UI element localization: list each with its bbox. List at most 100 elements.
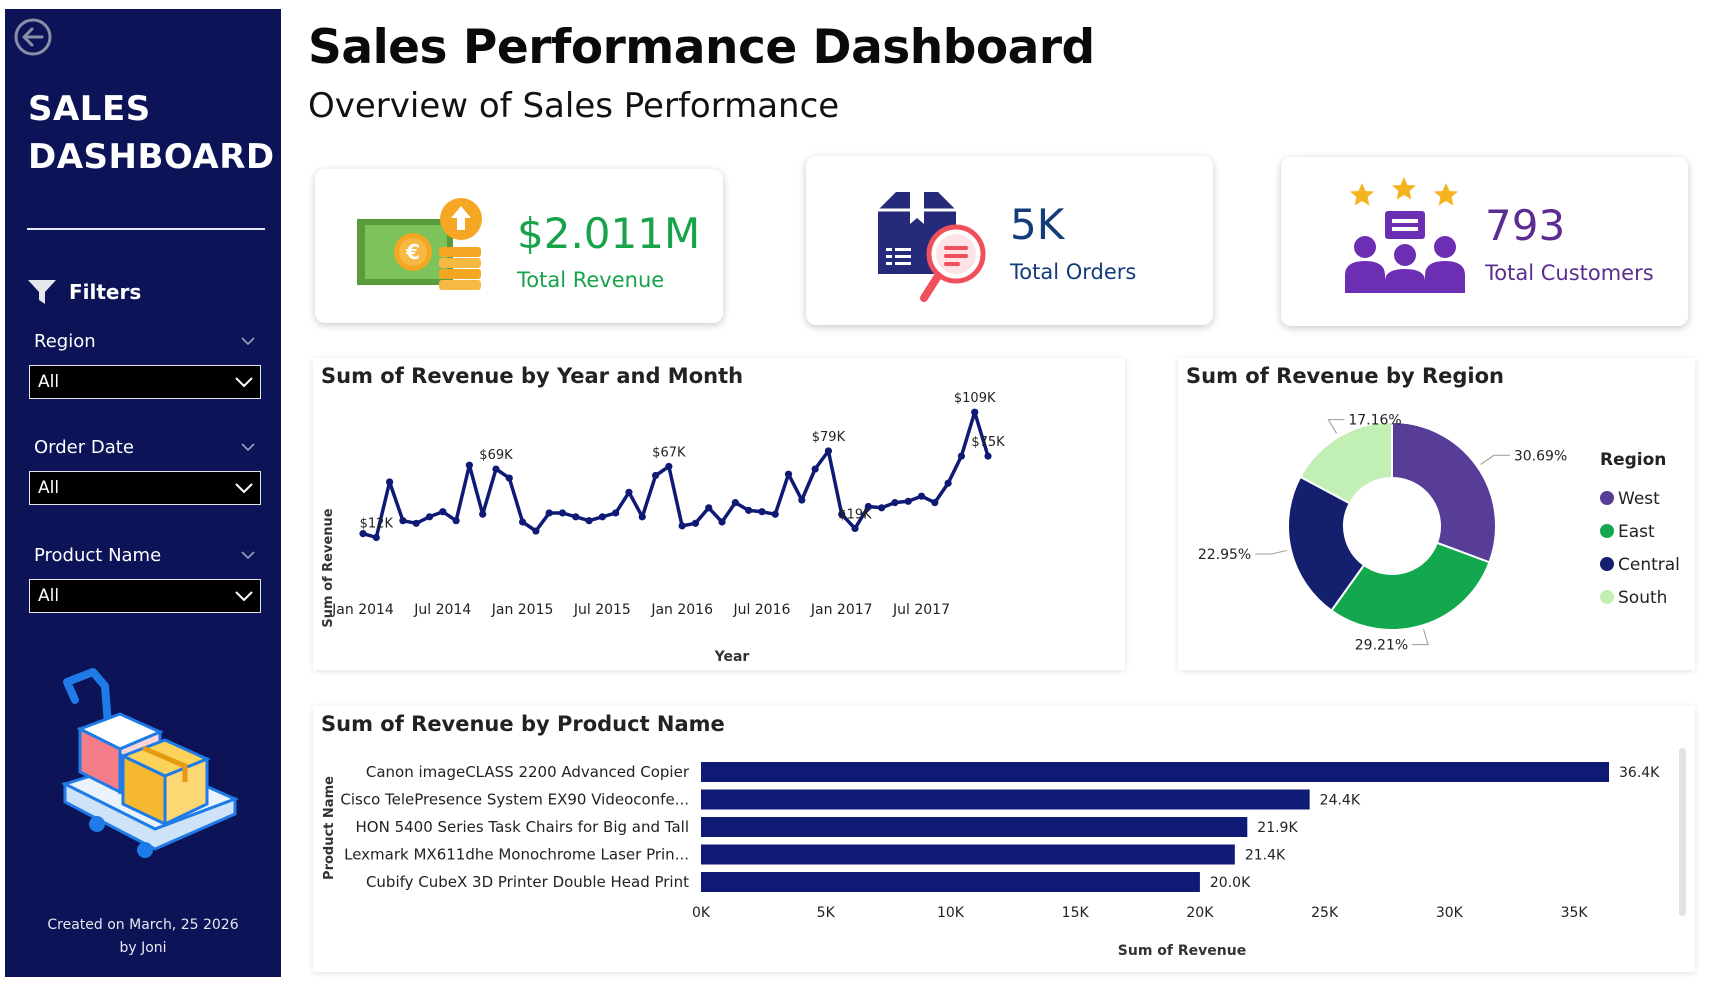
- order-date-dropdown[interactable]: All: [29, 471, 261, 505]
- back-arrow-icon[interactable]: [13, 17, 53, 57]
- line-x-tick: Jan 2014: [331, 602, 394, 618]
- donut-slice-west[interactable]: [1391, 420, 1497, 564]
- chevron-down-icon[interactable]: [239, 438, 257, 456]
- bar-x-tick: 20K: [1186, 905, 1214, 921]
- legend-item-east[interactable]: East: [1618, 522, 1655, 542]
- donut-slice-south[interactable]: [1299, 420, 1393, 505]
- line-data-label: $75K: [971, 435, 1005, 450]
- line-point: [465, 461, 473, 469]
- line-point: [971, 408, 979, 416]
- line-point: [931, 499, 939, 507]
- line-point: [691, 519, 700, 527]
- legend-item-central[interactable]: Central: [1618, 555, 1680, 575]
- order-date-dropdown-value: All: [38, 478, 60, 498]
- sidebar-divider: [27, 228, 265, 230]
- line-point: [784, 470, 793, 478]
- bar-category-label: Lexmark MX611dhe Monochrome Laser Prin..…: [344, 846, 689, 864]
- line-x-tick: Jan 2015: [491, 602, 554, 618]
- total-orders-caption: Total Orders: [1010, 260, 1137, 284]
- bar-x-tick: 35K: [1561, 905, 1589, 921]
- donut-slice-east[interactable]: [1330, 541, 1491, 631]
- product-bar[interactable]: [701, 762, 1609, 782]
- chevron-down-icon: [235, 483, 253, 494]
- line-data-label: $79K: [812, 430, 846, 445]
- package-search-icon: [878, 192, 986, 302]
- bar-x-tick: 10K: [937, 905, 965, 921]
- donut-data-label: 29.21%: [1355, 638, 1408, 654]
- bar-value-label: 36.4K: [1619, 765, 1660, 781]
- line-point: [505, 474, 513, 482]
- total-customers-value: 793: [1485, 201, 1566, 250]
- line-point: [425, 513, 434, 521]
- bar-value-label: 21.9K: [1257, 820, 1298, 836]
- bar-x-tick: 5K: [817, 905, 836, 921]
- line-point: [385, 478, 394, 486]
- chevron-down-icon: [235, 377, 253, 388]
- line-point: [665, 462, 673, 471]
- filter-product-name-label: Product Name: [34, 544, 162, 566]
- filter-order-date-label: Order Date: [34, 436, 134, 458]
- chevron-down-icon[interactable]: [239, 546, 257, 564]
- revenue-by-region-chart[interactable]: Region 30.69% 29.21% 22.95% 17.16% West East C…: [1178, 358, 1695, 670]
- bar-category-label: Cubify CubeX 3D Printer Double Head Prin…: [366, 873, 689, 891]
- line-point: [359, 530, 367, 538]
- line-point: [838, 510, 846, 518]
- created-date: Created on March, 25 2026: [47, 917, 239, 933]
- created-note: Created on March, 25 2026 by Joni: [5, 914, 281, 960]
- line-point: [851, 524, 859, 533]
- product-bar[interactable]: [701, 817, 1248, 837]
- line-point: [917, 492, 926, 500]
- bar-x-tick: 30K: [1436, 905, 1464, 921]
- line-data-label: $109K: [954, 391, 996, 406]
- donut-data-label: 22.95%: [1198, 547, 1251, 563]
- product-bar[interactable]: [701, 872, 1200, 892]
- donut-data-label: 30.69%: [1514, 448, 1567, 464]
- line-x-tick: Jan 2017: [810, 602, 873, 618]
- bar-category-label: Cisco TelePresence System EX90 Videoconf…: [340, 791, 689, 809]
- legend-item-west[interactable]: West: [1618, 489, 1660, 509]
- product-bar[interactable]: [701, 789, 1310, 810]
- line-point: [545, 509, 553, 517]
- donut-leader-line: [1255, 549, 1287, 555]
- delivery-cart-illustration: [61, 668, 239, 858]
- line-point: [771, 510, 779, 518]
- line-point: [625, 488, 633, 496]
- revenue-by-month-chart[interactable]: Sum of Revenue Year Jan 2014 Jul 2014 Jan …: [313, 358, 1125, 670]
- line-x-tick: Jul 2014: [413, 602, 471, 618]
- line-point: [824, 447, 833, 455]
- legend-swatch: [1600, 524, 1614, 538]
- line-data-label: $12K: [360, 517, 394, 532]
- kpi-card-customers: 793 Total Customers: [1281, 157, 1688, 326]
- bar-chart-scrollbar[interactable]: [1679, 748, 1686, 916]
- product-bar[interactable]: [701, 844, 1235, 865]
- region-dropdown-value: All: [38, 372, 60, 392]
- donut-leader-line: [1327, 419, 1345, 434]
- line-data-label: $67K: [652, 445, 686, 460]
- bar-category-label: Canon imageCLASS 2200 Advanced Copier: [366, 763, 690, 781]
- line-point: [372, 533, 380, 542]
- line-x-tick: Jul 2016: [732, 602, 790, 618]
- line-point: [944, 479, 952, 487]
- legend-item-south[interactable]: South: [1618, 588, 1667, 608]
- chevron-down-icon[interactable]: [239, 332, 257, 350]
- donut-data-label: 17.16%: [1348, 413, 1401, 429]
- bar-x-tick: 25K: [1311, 905, 1339, 921]
- region-dropdown[interactable]: All: [29, 365, 261, 399]
- line-point: [518, 518, 527, 526]
- revenue-by-product-chart[interactable]: Product Name Sum of Revenue Canon imageC…: [313, 706, 1695, 972]
- line-point: [891, 499, 899, 507]
- line-chart-title: Sum of Revenue by Year and Month: [321, 364, 744, 388]
- filter-order-date: Order Date All: [29, 433, 261, 505]
- line-point: [678, 522, 686, 530]
- product-name-dropdown[interactable]: All: [29, 579, 261, 613]
- legend-swatch: [1600, 557, 1614, 571]
- donut-leader-line: [1412, 629, 1429, 646]
- sidebar: SALES DASHBOARD Filters Region All Order…: [5, 9, 281, 977]
- donut-slice-central[interactable]: [1287, 475, 1366, 612]
- line-chart-xlabel: Year: [714, 649, 750, 665]
- revenue-by-region-panel: Sum of Revenue by Region Region 30.69% 29…: [1178, 358, 1695, 670]
- line-data-label: $69K: [479, 448, 513, 463]
- total-orders-value: 5K: [1010, 200, 1065, 249]
- bar-value-label: 20.0K: [1210, 875, 1251, 891]
- chevron-down-icon: [235, 591, 253, 602]
